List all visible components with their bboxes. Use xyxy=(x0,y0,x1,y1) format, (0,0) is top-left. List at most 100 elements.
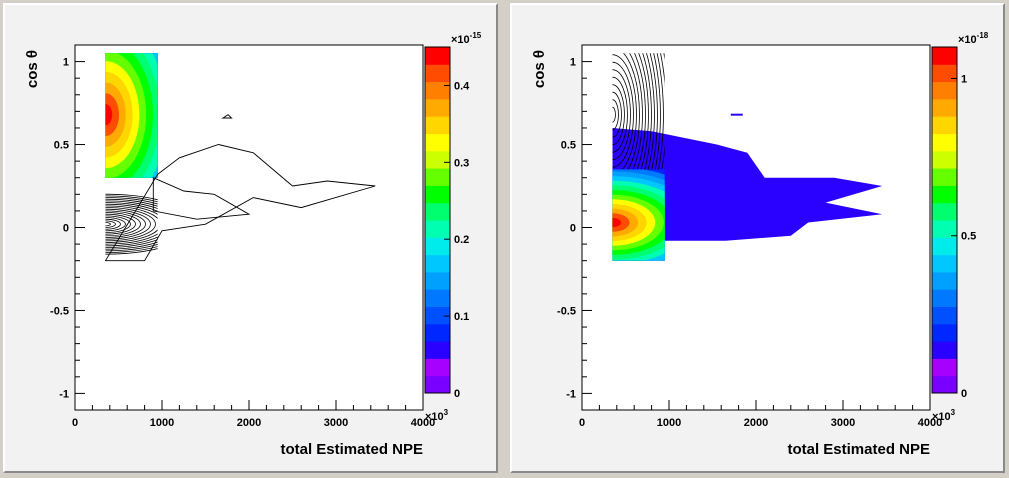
colorbar-band xyxy=(425,358,450,377)
colorbar-tick-label: 0.4 xyxy=(454,80,470,92)
contour-line xyxy=(623,53,640,170)
colorbar-band xyxy=(425,271,450,290)
colorbar-band xyxy=(932,116,957,134)
colorbar-band xyxy=(425,306,450,325)
plot-area xyxy=(74,44,424,411)
y-tick-label: -0.5 xyxy=(50,305,69,317)
colorbar-multiplier-exp: -15 xyxy=(470,31,482,40)
x-tick-label: 0 xyxy=(72,417,78,429)
contour-line xyxy=(612,76,628,153)
contour-line xyxy=(612,84,625,146)
tail-contour-inner xyxy=(152,177,251,220)
filled-tail xyxy=(612,128,883,261)
colorbar-tick-label: 1 xyxy=(961,73,967,85)
x-tick-label: 3000 xyxy=(324,417,348,429)
contour-line xyxy=(105,212,141,237)
colorbar-band xyxy=(932,185,957,204)
y-tick-label: 0 xyxy=(63,223,69,235)
colorbar-band xyxy=(932,220,957,238)
dense-contours xyxy=(612,53,665,170)
x-axis-label: total Estimated NPE xyxy=(280,441,423,458)
colorbar-band xyxy=(932,323,957,342)
colorbar-band xyxy=(425,116,450,134)
colorbar-band xyxy=(425,220,450,238)
filled-peak xyxy=(612,169,665,261)
colorbar-band xyxy=(932,133,957,152)
colorbar-tick-label: 0.3 xyxy=(454,157,469,169)
colorbar-multiplier: ×10-15 xyxy=(451,31,482,46)
contour-line xyxy=(612,69,631,161)
colorbar-multiplier: ×10-18 xyxy=(958,31,989,46)
contour-band xyxy=(612,217,622,228)
colorbar-band xyxy=(932,168,957,186)
contour-line xyxy=(612,61,634,168)
x-tick-label: 2000 xyxy=(744,417,768,429)
x-tick-label: 2000 xyxy=(237,417,261,429)
colorbar-band xyxy=(425,375,450,394)
contour-line xyxy=(649,53,658,170)
colorbar-band xyxy=(932,64,957,83)
contour-line xyxy=(629,53,643,170)
contour-line xyxy=(105,220,116,228)
x-multiplier-exp: 3 xyxy=(951,408,956,417)
chart-svg-0: 0 1000 2000 3000 4000×103 total Estimated NPE… xyxy=(24,31,482,458)
contour-line xyxy=(612,99,619,131)
colorbar-tick-label: 0 xyxy=(961,388,967,400)
colorbar-band xyxy=(932,150,957,169)
colorbar-band xyxy=(932,98,957,117)
contour-line xyxy=(105,213,136,235)
colorbar-band xyxy=(932,202,957,221)
contour-line xyxy=(646,53,655,170)
tail-contour-outer xyxy=(104,144,376,262)
y-axis-label: cos θ xyxy=(24,50,41,88)
contour-line xyxy=(612,106,616,123)
colorbar-multiplier-exp: -18 xyxy=(977,31,989,40)
contour-line xyxy=(105,207,156,242)
colorbar-tick-label: 0.5 xyxy=(961,231,976,243)
colorbar-band xyxy=(932,341,957,359)
colorbar-band xyxy=(425,341,450,359)
contour-band xyxy=(105,103,113,126)
colorbar-band xyxy=(425,289,450,307)
y-tick-label: -0.5 xyxy=(557,305,576,317)
contour-line xyxy=(105,217,126,232)
x-multiplier-exp: 3 xyxy=(444,408,449,417)
colorbar-band xyxy=(932,81,957,100)
y-tick-label: -1 xyxy=(59,388,69,400)
small-band xyxy=(730,113,743,116)
colorbar-band xyxy=(425,133,450,152)
colorbar-band xyxy=(932,254,957,273)
contour-line xyxy=(656,53,664,170)
colorbar-band xyxy=(425,81,450,100)
colorbar-tick-label: 0.2 xyxy=(454,234,469,246)
contour-line xyxy=(612,54,637,170)
colorbar-band xyxy=(932,358,957,377)
x-multiplier: ×103 xyxy=(932,408,956,423)
colorbar-frame xyxy=(931,46,958,394)
contour-line xyxy=(105,208,151,240)
right-pad: 0 1000 2000 3000 4000 ×103 total Estimated NPE… xyxy=(510,3,1005,473)
colorbar-tick-label: 0 xyxy=(454,388,460,400)
contour-line xyxy=(105,222,111,227)
colorbar-band xyxy=(932,271,957,290)
colorbar-band xyxy=(425,150,450,169)
contour-line xyxy=(638,53,649,170)
small-contour xyxy=(221,114,233,119)
colorbar-band xyxy=(425,168,450,186)
filled-peak xyxy=(105,53,158,178)
colorbar-band xyxy=(425,202,450,221)
x-tick-label: 4000 xyxy=(411,417,435,429)
colorbar-band xyxy=(425,323,450,342)
x-tick-label: 1000 xyxy=(150,417,174,429)
contour-line xyxy=(612,91,622,138)
y-axis-label: cos θ xyxy=(531,50,548,88)
colorbar-band xyxy=(932,375,957,394)
contour-line xyxy=(105,215,131,233)
colorbar-band xyxy=(932,237,957,256)
colorbar-band xyxy=(425,237,450,256)
colorbar-band xyxy=(425,185,450,204)
colorbar-band xyxy=(932,47,957,65)
y-tick-label: -1 xyxy=(566,388,576,400)
y-tick-label: 0.5 xyxy=(54,140,69,152)
contour-line xyxy=(105,218,121,230)
